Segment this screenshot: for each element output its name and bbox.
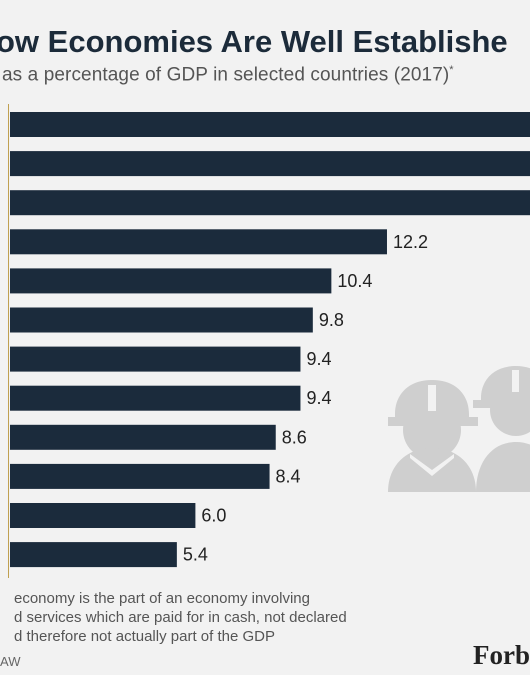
bar [10, 424, 276, 450]
bar-value-label: 8.4 [276, 466, 301, 486]
footnote: economy is the part of an economy involv… [14, 589, 347, 646]
bar-value-label: 12.2 [393, 232, 428, 252]
bar [10, 112, 530, 137]
bar-value-label: 5.4 [183, 545, 208, 565]
brand-logo: Forb [473, 640, 530, 670]
bar-value-label: 10.4 [337, 271, 372, 291]
bar-value-label: 8.6 [282, 427, 307, 447]
source-label: AW [0, 654, 21, 669]
bar [10, 307, 313, 333]
bar [10, 229, 387, 255]
bar [10, 503, 196, 528]
bar [10, 542, 177, 568]
footnote-line: d therefore not actually part of the GDP [14, 628, 275, 645]
footnote-line: d services which are paid for in cash, n… [14, 609, 347, 626]
bar [10, 268, 332, 294]
chart-subtitle: as a percentage of GDP in selected count… [2, 64, 454, 86]
bar-chart: 12.2 10.4 9.8 9.4 9.4 8.6 8.4 6.0 5.4 [8, 104, 530, 578]
bar-value-label: 9.8 [319, 310, 344, 330]
bar [10, 463, 270, 489]
bar-value-label: 6.0 [201, 506, 226, 526]
bar-value-label: 9.4 [306, 349, 331, 369]
bar [10, 190, 530, 216]
construction-workers-icon [388, 366, 530, 492]
chart-title: ow Economies Are Well Establishe [0, 24, 508, 59]
bar [10, 151, 530, 177]
subtitle-footnote-mark: * [449, 64, 454, 76]
bar-value-label: 9.4 [306, 388, 331, 408]
footnote-line: economy is the part of an economy involv… [14, 590, 310, 607]
chart-subtitle-text: as a percentage of GDP in selected count… [2, 64, 450, 86]
bar [10, 385, 301, 411]
bar [10, 346, 301, 372]
